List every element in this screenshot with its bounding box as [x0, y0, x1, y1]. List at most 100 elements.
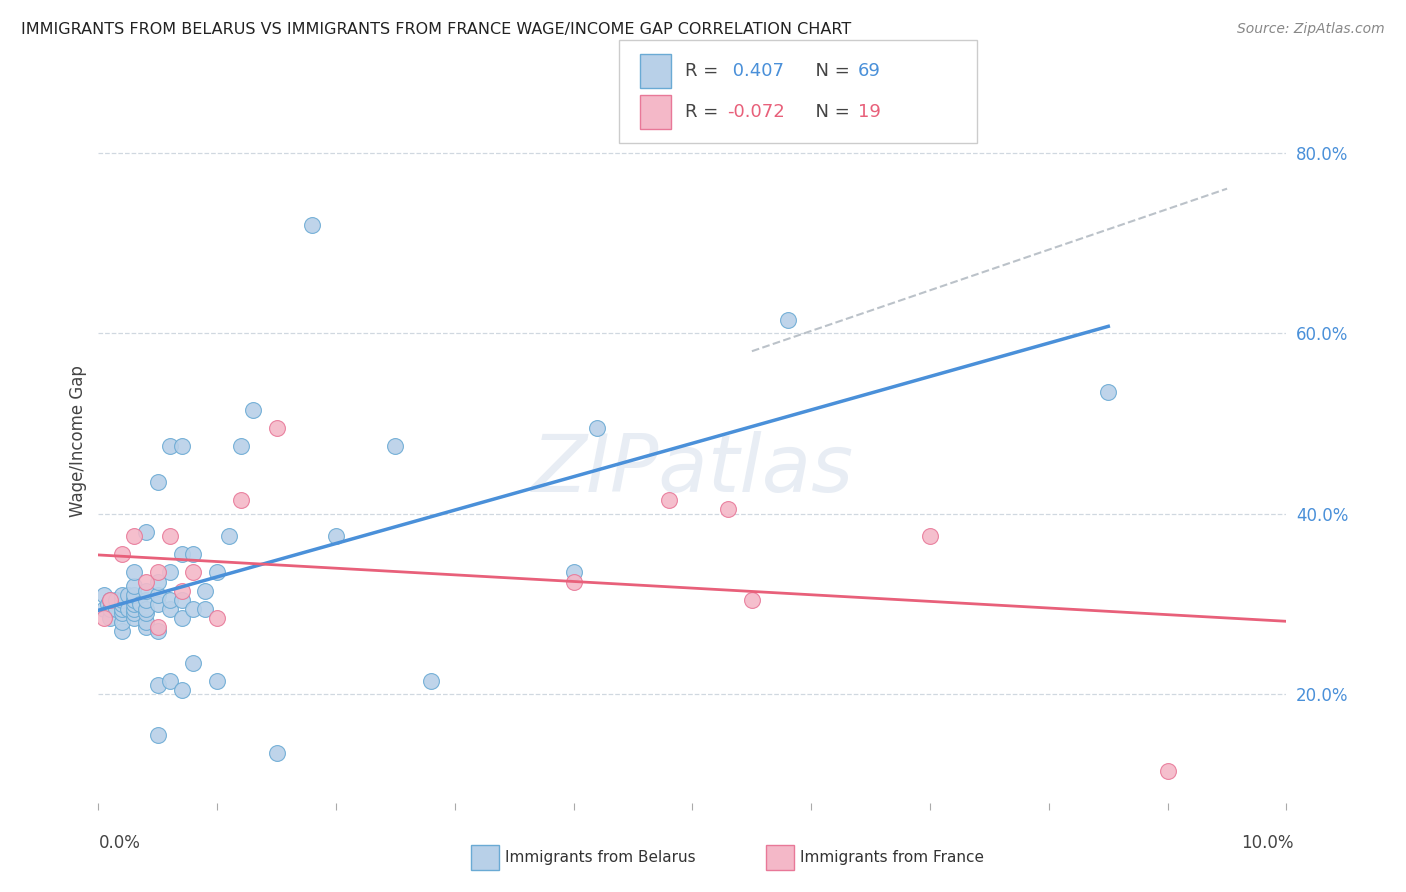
Point — [170, 439, 193, 453]
Text: Immigrants from France: Immigrants from France — [800, 850, 984, 864]
Text: ZIPatlas: ZIPatlas — [531, 432, 853, 509]
Point — [301, 218, 323, 232]
Text: 69: 69 — [858, 62, 880, 79]
Point — [105, 601, 128, 615]
Point — [159, 529, 181, 543]
Point — [159, 566, 181, 580]
Point — [122, 597, 145, 611]
Point — [122, 529, 145, 543]
Point — [170, 592, 193, 607]
Point — [135, 574, 157, 589]
Point — [146, 678, 169, 692]
Point — [183, 656, 205, 670]
Point — [111, 597, 134, 611]
Point — [135, 524, 157, 539]
Point — [717, 502, 740, 516]
Point — [194, 583, 217, 598]
Point — [146, 624, 169, 639]
Point — [122, 592, 145, 607]
Point — [146, 597, 169, 611]
Point — [562, 574, 585, 589]
Point — [111, 588, 134, 602]
Point — [146, 728, 169, 742]
Point — [218, 529, 240, 543]
Point — [146, 588, 169, 602]
Text: 0.407: 0.407 — [727, 62, 785, 79]
Point — [562, 566, 585, 580]
Point — [111, 548, 134, 562]
Point — [98, 592, 121, 607]
Point — [135, 601, 157, 615]
Point — [242, 403, 264, 417]
Point — [146, 620, 169, 634]
Point — [122, 588, 145, 602]
Point — [205, 673, 228, 688]
Point — [117, 601, 139, 615]
Point — [93, 610, 115, 624]
Point — [170, 548, 193, 562]
Point — [159, 601, 181, 615]
Point — [129, 597, 152, 611]
Text: Immigrants from Belarus: Immigrants from Belarus — [505, 850, 696, 864]
Text: R =: R = — [685, 103, 724, 121]
Point — [776, 312, 799, 326]
Point — [122, 601, 145, 615]
Point — [146, 574, 169, 589]
Point — [229, 439, 252, 453]
Point — [159, 439, 181, 453]
Point — [159, 592, 181, 607]
Text: R =: R = — [685, 62, 724, 79]
Point — [97, 597, 120, 611]
Point — [122, 606, 145, 620]
Point — [98, 592, 121, 607]
Point — [146, 475, 169, 490]
Point — [170, 583, 193, 598]
Text: IMMIGRANTS FROM BELARUS VS IMMIGRANTS FROM FRANCE WAGE/INCOME GAP CORRELATION CH: IMMIGRANTS FROM BELARUS VS IMMIGRANTS FR… — [21, 22, 852, 37]
Point — [135, 606, 157, 620]
Point — [105, 592, 128, 607]
Point — [183, 601, 205, 615]
Y-axis label: Wage/Income Gap: Wage/Income Gap — [69, 366, 87, 517]
Point — [420, 673, 443, 688]
Point — [205, 610, 228, 624]
Point — [741, 592, 763, 607]
Text: 0.0%: 0.0% — [98, 834, 141, 852]
Point — [159, 673, 181, 688]
Point — [111, 615, 134, 630]
Point — [135, 620, 157, 634]
Point — [384, 439, 406, 453]
Point — [93, 601, 115, 615]
Point — [135, 592, 157, 607]
Point — [122, 610, 145, 624]
Point — [117, 588, 139, 602]
Point — [1097, 384, 1119, 399]
Text: -0.072: -0.072 — [727, 103, 785, 121]
Text: N =: N = — [804, 103, 856, 121]
Point — [122, 579, 145, 593]
Point — [98, 610, 121, 624]
Point — [111, 624, 134, 639]
Point — [229, 493, 252, 508]
Point — [266, 746, 288, 760]
Point — [146, 566, 169, 580]
Point — [586, 421, 609, 435]
Point — [170, 682, 193, 697]
Point — [325, 529, 347, 543]
Point — [111, 592, 134, 607]
Text: N =: N = — [804, 62, 856, 79]
Point — [170, 610, 193, 624]
Point — [194, 601, 217, 615]
Text: 10.0%: 10.0% — [1241, 834, 1294, 852]
Point — [205, 566, 228, 580]
Point — [920, 529, 942, 543]
Text: Source: ZipAtlas.com: Source: ZipAtlas.com — [1237, 22, 1385, 37]
Point — [135, 583, 157, 598]
Point — [98, 601, 121, 615]
Point — [93, 588, 115, 602]
Point — [658, 493, 681, 508]
Point — [135, 615, 157, 630]
Point — [183, 566, 205, 580]
Point — [111, 606, 134, 620]
Point — [1156, 764, 1178, 779]
Point — [183, 548, 205, 562]
